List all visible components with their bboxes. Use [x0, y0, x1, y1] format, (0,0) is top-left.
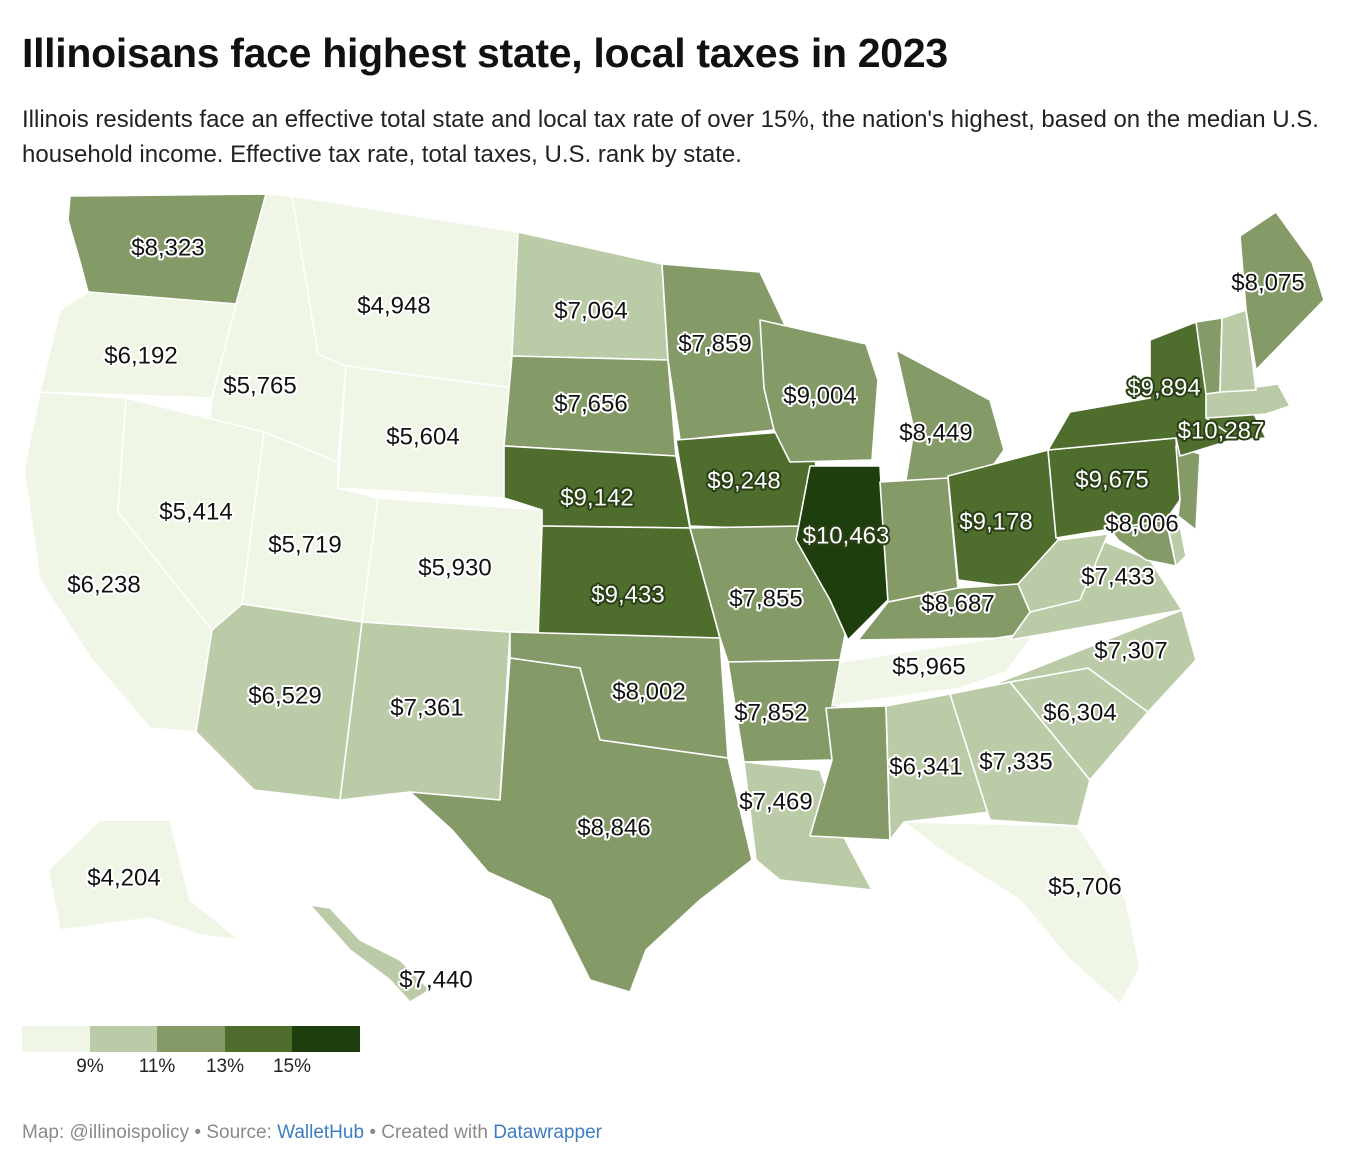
state-il [795, 465, 889, 641]
legend-swatch-4 [225, 1026, 292, 1052]
value-label-ak: $4,204 [87, 864, 160, 891]
value-label-mo: $7,855 [729, 585, 802, 612]
value-label-oh: $9,178 [959, 508, 1032, 535]
state-in [879, 477, 959, 603]
legend-tick-9: 9% [76, 1056, 104, 1077]
value-label-wa: $8,323 [131, 234, 204, 261]
value-label-ne: $9,142 [560, 484, 633, 511]
datawrapper-link[interactable]: Datawrapper [493, 1122, 602, 1143]
value-label-ny: $9,894 [1127, 374, 1200, 401]
state-nh [1219, 309, 1257, 393]
value-label-nc: $7,307 [1094, 637, 1167, 664]
value-label-sd: $7,656 [554, 390, 627, 417]
legend-swatch-2 [90, 1026, 157, 1052]
value-label-nm: $7,361 [390, 694, 463, 721]
source-link[interactable]: WalletHub [277, 1122, 365, 1143]
value-label-ky: $8,687 [921, 590, 994, 617]
value-label-ok: $8,002 [612, 678, 685, 705]
state-fl [903, 821, 1141, 1005]
state-tx [409, 657, 753, 993]
chart-title: Illinoisans face highest state, local ta… [22, 30, 948, 76]
value-label-il: $10,463 [803, 522, 890, 549]
value-label-mt: $4,948 [357, 292, 430, 319]
us-choropleth-map: $8,323 $6,192 $6,238 $5,765 $5,414 $4,948 $5,6… [23, 193, 1325, 1005]
value-label-sc: $6,304 [1043, 699, 1116, 726]
state-nd [511, 231, 669, 361]
value-label-pa: $9,675 [1075, 466, 1148, 493]
value-label-nv: $5,414 [159, 498, 232, 525]
value-label-ut: $5,719 [268, 531, 341, 558]
footer-created: • Created with [364, 1122, 494, 1143]
value-label-wy: $5,604 [386, 423, 459, 450]
value-label-ct: $10,287 [1178, 417, 1265, 444]
state-ms [809, 705, 891, 841]
legend-tick-11: 11% [138, 1056, 176, 1077]
legend-tick-15: 15% [272, 1056, 312, 1077]
value-label-al: $6,341 [889, 753, 962, 780]
chart-subtitle: Illinois residents face an effective tot… [22, 106, 1319, 168]
footer-credit: Map: @illinoispolicy • Source: [22, 1122, 278, 1143]
value-label-mi: $8,449 [899, 419, 972, 446]
value-label-md: $8,006 [1105, 510, 1178, 537]
state-nj [1175, 445, 1201, 531]
value-label-az: $6,529 [248, 682, 321, 709]
value-label-id: $5,765 [223, 372, 296, 399]
chart-footer: Map: @illinoispolicy • Source: WalletHub… [22, 1122, 602, 1144]
value-label-ga: $7,335 [979, 748, 1052, 775]
value-label-or: $6,192 [104, 342, 177, 369]
state-de [1165, 515, 1187, 567]
color-legend: 9% 11% 13% 15% [22, 1026, 362, 1086]
legend-swatch-1 [22, 1026, 90, 1052]
state-wv [1017, 533, 1109, 613]
value-label-nd: $7,064 [554, 297, 627, 324]
value-label-co: $5,930 [418, 554, 491, 581]
value-label-ca: $6,238 [67, 571, 140, 598]
value-label-ia: $9,248 [707, 467, 780, 494]
value-label-tn: $5,965 [892, 653, 965, 680]
state-ma [1205, 383, 1291, 419]
state-la [743, 761, 873, 891]
value-label-va: $7,433 [1081, 563, 1154, 590]
value-label-ks: $9,433 [591, 581, 664, 608]
value-label-me: $8,075 [1231, 269, 1304, 296]
state-al [885, 693, 991, 841]
value-label-mn: $7,859 [678, 330, 751, 357]
state-me [1239, 211, 1325, 371]
value-label-ar: $7,852 [734, 699, 807, 726]
state-or [39, 291, 237, 399]
value-label-fl: $5,706 [1048, 873, 1121, 900]
value-label-hi: $7,440 [399, 966, 472, 993]
value-label-wi: $9,004 [783, 382, 856, 409]
legend-tick-13: 13% [205, 1056, 245, 1077]
value-label-la: $7,469 [739, 788, 812, 815]
state-ak [47, 819, 241, 941]
state-wi [759, 319, 879, 463]
legend-swatch-5 [292, 1026, 360, 1052]
state-hi [309, 904, 431, 1003]
legend-swatch-3 [157, 1026, 225, 1052]
state-tn [831, 631, 1037, 707]
value-label-tx: $8,846 [577, 814, 650, 841]
